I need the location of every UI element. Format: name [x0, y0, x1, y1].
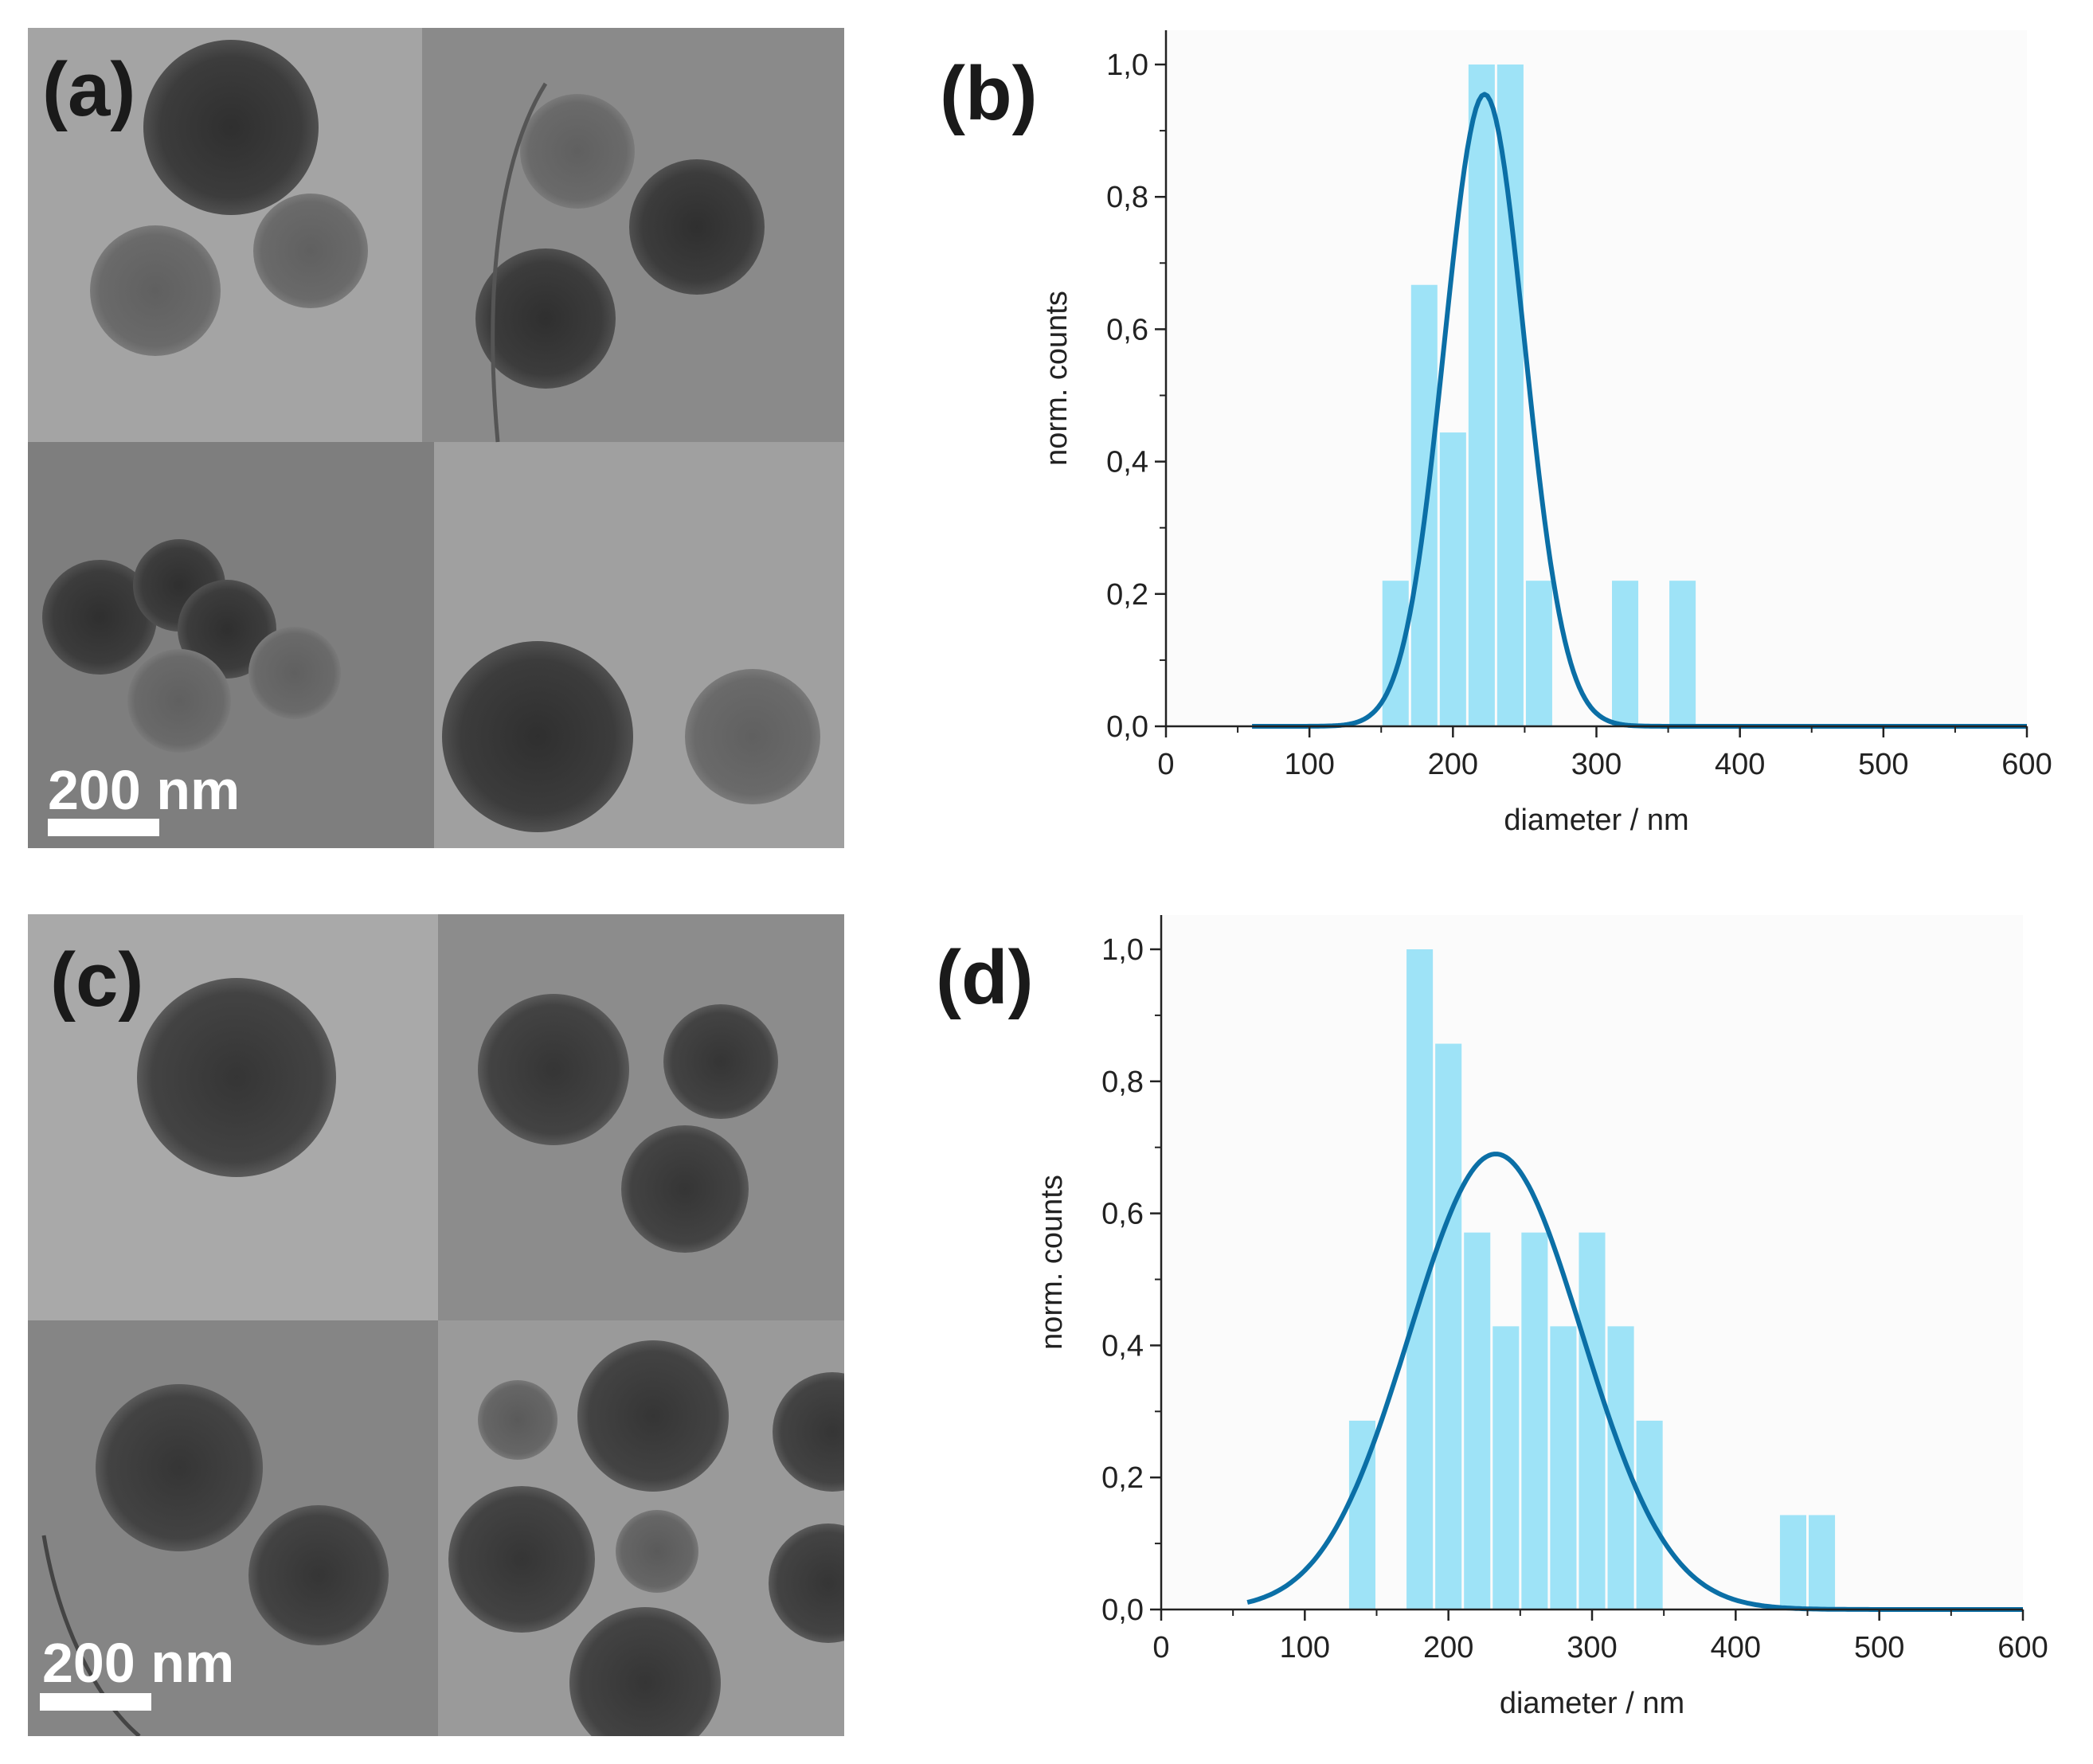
x-tick-label: 500 [1854, 1631, 1904, 1664]
panel-label-d: (d) [936, 935, 1034, 1020]
histogram-bar [1496, 65, 1524, 726]
x-tick-label: 400 [1715, 748, 1765, 781]
histogram-bar [1382, 581, 1409, 726]
x-axis-title: diameter / nm [1500, 1687, 1684, 1720]
x-tick-label: 400 [1711, 1631, 1761, 1664]
tem-image-c: (c) 200 nm [28, 914, 844, 1736]
histogram-d: 0 100 200 300 400 500 600 0,0 0,2 0,4 0,6 0,8 1,0 dia… [876, 884, 2093, 1764]
x-tick-label: 500 [1858, 748, 1908, 781]
scale-bar-label-a: 200 nm [48, 759, 241, 821]
x-tick-label: 0 [1157, 748, 1174, 781]
scale-bar-a [48, 819, 159, 836]
y-tick-label: 0,6 [1106, 313, 1148, 346]
histogram-bar [1468, 65, 1495, 726]
y-tick-label: 0,0 [1106, 710, 1148, 744]
x-tick-label: 200 [1428, 748, 1478, 781]
histogram-b-svg: 0 100 200 300 400 500 600 0,0 0,2 0,4 0,6 0,8 1,0 dia… [1040, 30, 2052, 837]
histogram-bar [1435, 1043, 1462, 1610]
scale-bar-label-c: 200 nm [42, 1632, 235, 1694]
x-tick-label: 200 [1423, 1631, 1473, 1664]
histogram-bar [1612, 581, 1639, 726]
panel-label-c: (c) [50, 937, 144, 1023]
panel-label-b: (b) [940, 51, 1038, 136]
histogram-bar [1779, 1515, 1806, 1610]
histogram-bar [1579, 1232, 1606, 1610]
histogram-b: 0 100 200 300 400 500 600 0,0 0,2 0,4 0,6 0,8 1,0 dia… [876, 0, 2093, 860]
tem-image-a: (a) 200 nm [28, 28, 844, 848]
panel-label-a: (a) [42, 47, 136, 132]
histogram-bar [1525, 581, 1552, 726]
histogram-bar [1492, 1326, 1520, 1610]
x-tick-label: 0 [1152, 1631, 1169, 1664]
tem-micrograph-c [28, 914, 844, 1736]
x-tick-label: 600 [2001, 748, 2052, 781]
x-axis-title: diameter / nm [1504, 804, 1688, 837]
histogram-bar [1550, 1326, 1577, 1610]
y-tick-label: 0,6 [1101, 1198, 1144, 1231]
x-tick-label: 300 [1571, 748, 1622, 781]
y-tick-label: 0,4 [1106, 446, 1148, 479]
scale-bar-c [40, 1693, 151, 1711]
tem-micrograph-a [28, 28, 844, 848]
x-tick-label: 600 [1997, 1631, 2048, 1664]
histogram-bar [1521, 1232, 1548, 1610]
y-tick-label: 1,0 [1106, 49, 1148, 82]
histogram-d-svg: 0 100 200 300 400 500 600 0,0 0,2 0,4 0,6 0,8 1,0 dia… [1035, 915, 2048, 1720]
y-tick-label: 0,4 [1101, 1329, 1144, 1363]
histogram-bar [1809, 1515, 1836, 1610]
y-tick-label: 0,0 [1101, 1594, 1144, 1627]
y-tick-label: 0,8 [1101, 1066, 1144, 1099]
y-tick-label: 0,2 [1106, 578, 1148, 612]
y-axis-title: norm. counts [1040, 291, 1074, 466]
histogram-bar [1439, 432, 1466, 726]
y-axis-title: norm. counts [1035, 1175, 1069, 1350]
histogram-bar [1669, 581, 1696, 726]
y-tick-label: 1,0 [1101, 933, 1144, 967]
x-tick-label: 100 [1284, 748, 1334, 781]
histogram-bar [1464, 1232, 1491, 1610]
plot-area [1166, 30, 2027, 726]
y-tick-label: 0,8 [1106, 181, 1148, 214]
y-tick-label: 0,2 [1101, 1461, 1144, 1495]
x-tick-label: 300 [1567, 1631, 1617, 1664]
x-tick-label: 100 [1280, 1631, 1330, 1664]
